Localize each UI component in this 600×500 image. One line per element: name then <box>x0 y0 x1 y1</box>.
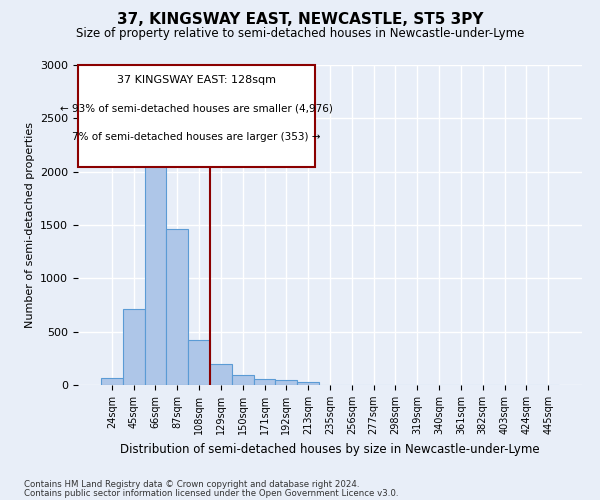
Text: Contains HM Land Registry data © Crown copyright and database right 2024.: Contains HM Land Registry data © Crown c… <box>24 480 359 489</box>
Bar <box>232 376 254 385</box>
Bar <box>145 131 166 385</box>
Text: 37, KINGSWAY EAST, NEWCASTLE, ST5 3PY: 37, KINGSWAY EAST, NEWCASTLE, ST5 3PY <box>117 12 483 28</box>
Y-axis label: Number of semi-detached properties: Number of semi-detached properties <box>25 122 35 328</box>
Text: Size of property relative to semi-detached houses in Newcastle-under-Lyme: Size of property relative to semi-detach… <box>76 28 524 40</box>
Bar <box>210 364 232 385</box>
Bar <box>166 230 188 385</box>
Bar <box>275 380 297 385</box>
X-axis label: Distribution of semi-detached houses by size in Newcastle-under-Lyme: Distribution of semi-detached houses by … <box>120 442 540 456</box>
Text: ← 93% of semi-detached houses are smaller (4,976): ← 93% of semi-detached houses are smalle… <box>60 104 333 114</box>
Bar <box>297 382 319 385</box>
Bar <box>123 310 145 385</box>
Text: 37 KINGSWAY EAST: 128sqm: 37 KINGSWAY EAST: 128sqm <box>117 74 276 85</box>
Bar <box>188 340 210 385</box>
Text: 7% of semi-detached houses are larger (353) →: 7% of semi-detached houses are larger (3… <box>72 132 320 142</box>
Text: Contains public sector information licensed under the Open Government Licence v3: Contains public sector information licen… <box>24 489 398 498</box>
Bar <box>254 379 275 385</box>
FancyBboxPatch shape <box>78 65 315 168</box>
Bar <box>101 378 123 385</box>
